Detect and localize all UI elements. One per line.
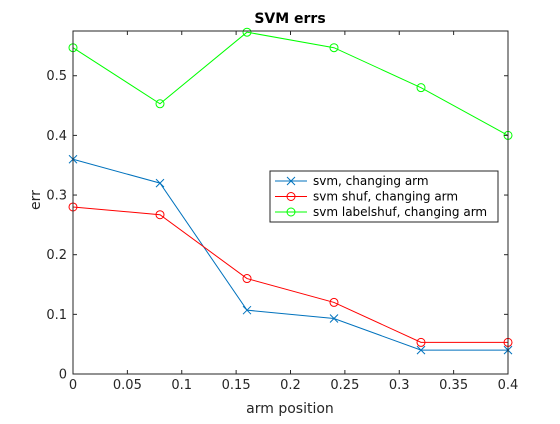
- x-tick-label: 0.15: [222, 378, 251, 393]
- y-tick-label: 0.3: [46, 189, 67, 204]
- data-point-circle-marker: [242, 27, 252, 37]
- x-tick-label: 0.05: [113, 378, 142, 393]
- legend-marker: [286, 207, 296, 217]
- data-point-circle-marker: [242, 274, 252, 284]
- legend: svm, changing arm svm shuf, changing arms…: [269, 170, 499, 223]
- x-tick-label: 0.4: [498, 378, 519, 393]
- series-line-1: [72, 158, 508, 351]
- y-tick-label: 0.4: [46, 129, 67, 144]
- legend-marker: [286, 176, 296, 186]
- x-tick-label: 0.25: [330, 378, 359, 393]
- data-point-x-marker: [155, 178, 165, 188]
- y-tick-label: 0.1: [46, 308, 67, 323]
- x-tick-label: 0.1: [171, 378, 192, 393]
- data-point-circle-marker: [416, 337, 426, 347]
- series-line-2: [72, 206, 508, 343]
- legend-entry-2: svm shuf, changing arm: [275, 190, 458, 204]
- y-tick-label: 0: [59, 368, 67, 383]
- data-point-circle-marker: [329, 297, 339, 307]
- legend-entry-3: svm labelshuf, changing arm: [275, 205, 487, 219]
- x-tick-label: 0.35: [439, 378, 468, 393]
- legend-box: [269, 170, 499, 223]
- legend-entry-1: svm, changing arm: [275, 174, 429, 188]
- data-point-circle-marker: [155, 99, 165, 109]
- legend-marker: [286, 192, 296, 201]
- chart-title: SVM errs: [254, 11, 325, 27]
- y-axis-label: err: [28, 190, 44, 210]
- data-point-circle-marker: [416, 83, 426, 93]
- marker-stroke: [416, 345, 426, 355]
- legend-label: svm labelshuf, changing arm: [313, 205, 487, 219]
- data-point-x-marker: [416, 345, 426, 355]
- data-point-x-marker: [242, 305, 252, 315]
- series-line-3: [72, 31, 509, 136]
- x-tick-label: 0.2: [280, 378, 301, 393]
- x-tick-label: 0.3: [389, 378, 410, 393]
- marker-stroke: [155, 178, 165, 188]
- x-axis-label: arm position: [246, 401, 334, 417]
- data-point-circle-marker: [155, 210, 165, 220]
- data-point-x-marker: [329, 314, 339, 323]
- y-tick-label: 0.2: [46, 248, 67, 263]
- y-tick-label: 0.5: [46, 69, 67, 84]
- x-tick-label: 0: [69, 378, 77, 393]
- legend-label: svm, changing arm: [313, 174, 429, 188]
- marker-stroke: [329, 314, 339, 323]
- legend-label: svm shuf, changing arm: [313, 190, 458, 204]
- data-point-circle-marker: [329, 43, 339, 53]
- marker-stroke: [242, 305, 252, 315]
